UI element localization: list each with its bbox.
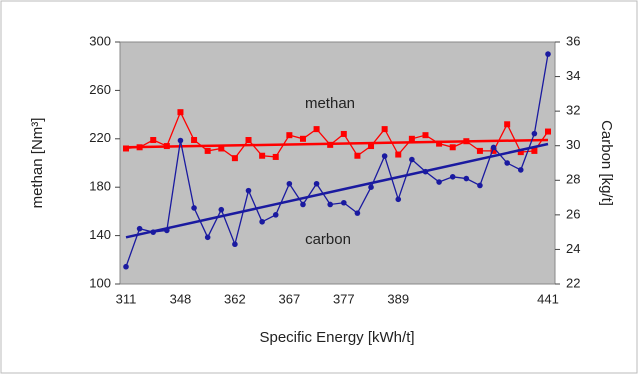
- point: [504, 121, 511, 128]
- point: [381, 126, 388, 133]
- point: [436, 179, 442, 185]
- point: [299, 135, 306, 142]
- y2-tick-label: 24: [566, 241, 580, 256]
- y2-tick-label: 28: [566, 172, 580, 187]
- y2-tick-label: 36: [566, 33, 580, 48]
- annotation: carbon: [305, 231, 351, 248]
- y-tick-label: 260: [89, 82, 111, 97]
- point: [517, 149, 524, 156]
- point: [259, 218, 265, 225]
- point: [150, 137, 157, 144]
- point: [177, 137, 184, 144]
- point: [368, 143, 375, 150]
- x-tick-label: 348: [170, 291, 192, 306]
- y2-axis-label: Carbon [kg/t]: [598, 120, 615, 206]
- point: [286, 132, 293, 139]
- trend-line: [125, 138, 549, 149]
- annotation: methan: [305, 95, 355, 112]
- y2-tick-label: 26: [566, 206, 580, 221]
- point: [163, 143, 170, 150]
- point: [218, 145, 225, 152]
- point: [409, 156, 415, 163]
- point: [477, 182, 483, 189]
- point: [272, 212, 279, 218]
- point: [354, 210, 361, 216]
- point: [476, 147, 483, 154]
- point: [300, 201, 306, 208]
- x-tick-label: 441: [537, 291, 559, 306]
- point: [136, 225, 143, 232]
- point: [313, 180, 320, 187]
- point: [449, 174, 456, 180]
- x-tick-label: 311: [116, 291, 137, 306]
- point: [463, 138, 470, 145]
- y2-tick-label: 30: [566, 137, 580, 152]
- point: [327, 141, 334, 148]
- point: [531, 130, 538, 137]
- point: [545, 128, 551, 135]
- point: [191, 137, 198, 144]
- point: [272, 153, 279, 160]
- point: [463, 175, 470, 182]
- point: [231, 155, 238, 162]
- point: [259, 152, 266, 159]
- point: [395, 196, 402, 203]
- point: [490, 147, 497, 154]
- point: [218, 206, 225, 213]
- point: [436, 140, 443, 147]
- point: [545, 51, 551, 57]
- point: [354, 152, 361, 159]
- x-tick-label: 367: [279, 291, 301, 306]
- point: [368, 184, 374, 190]
- point: [245, 137, 252, 144]
- trend-line: [125, 142, 549, 239]
- point: [504, 160, 510, 166]
- x-axis-label: Specific Energy [kWh/t]: [259, 329, 414, 346]
- x-tick-label: 377: [333, 291, 355, 306]
- point: [381, 153, 388, 159]
- point: [490, 144, 497, 151]
- point: [191, 205, 197, 211]
- point: [204, 234, 211, 241]
- x-tick-label: 362: [224, 291, 246, 306]
- y-tick-label: 220: [89, 130, 111, 145]
- point: [327, 201, 333, 208]
- point: [313, 126, 320, 133]
- point: [531, 147, 538, 154]
- point: [245, 187, 252, 194]
- point: [232, 241, 238, 248]
- point: [286, 180, 293, 187]
- point: [136, 144, 143, 151]
- point: [164, 227, 170, 234]
- point: [517, 167, 524, 173]
- point: [177, 109, 184, 116]
- y-tick-label: 180: [89, 179, 111, 194]
- point: [422, 132, 429, 139]
- y2-tick-label: 22: [566, 275, 580, 290]
- y2-tick-label: 34: [566, 68, 580, 83]
- y-tick-label: 300: [89, 33, 111, 48]
- x-tick-label: 389: [387, 291, 409, 306]
- y-tick-label: 100: [89, 275, 111, 290]
- point: [123, 263, 129, 270]
- y-axis-label: methan [Nm³]: [29, 118, 46, 209]
- point: [340, 130, 347, 137]
- point: [395, 151, 402, 158]
- point: [150, 229, 157, 235]
- point: [341, 199, 347, 206]
- y2-tick-label: 32: [566, 103, 580, 118]
- point: [449, 144, 456, 151]
- plot-area: [119, 41, 556, 285]
- point: [123, 145, 129, 152]
- point: [422, 168, 429, 175]
- point: [204, 147, 211, 154]
- point: [408, 135, 415, 142]
- y-tick-label: 140: [89, 227, 111, 242]
